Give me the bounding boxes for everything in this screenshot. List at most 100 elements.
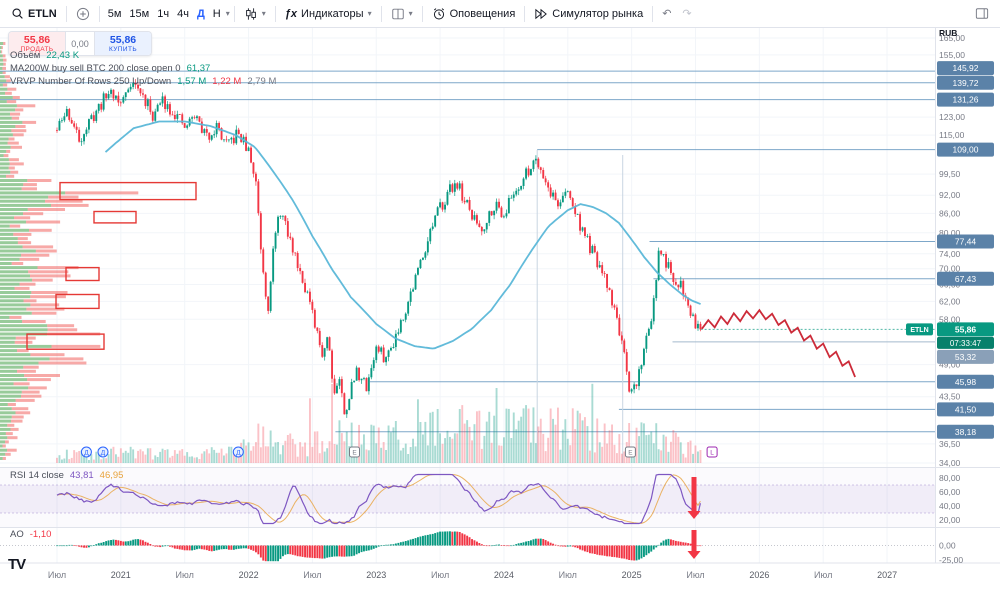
svg-text:40,00: 40,00 <box>939 501 961 511</box>
buy-button[interactable]: 55,86 КУПИТЬ <box>95 32 151 56</box>
interval-Н[interactable]: Н <box>212 7 221 20</box>
ma-legend[interactable]: MA200W buy sell BTC 200 close open 0 61,… <box>10 63 210 74</box>
svg-text:77,44: 77,44 <box>955 237 977 247</box>
svg-text:Июл: Июл <box>48 570 66 580</box>
sell-button[interactable]: 55,86 ПРОДАТЬ <box>9 32 65 56</box>
toolbar-separator <box>233 5 235 22</box>
svg-text:53,32: 53,32 <box>955 352 977 362</box>
svg-text:07:33:47: 07:33:47 <box>950 339 982 348</box>
rsi-legend-title: RSI 14 close <box>10 470 64 481</box>
svg-text:49,00: 49,00 <box>939 360 961 370</box>
svg-text:Д: Д <box>84 450 89 457</box>
ao-legend[interactable]: AO -1,10 <box>10 529 51 540</box>
simulator-label: Симулятор рынка <box>552 7 644 20</box>
rsi-legend-value: 43,81 <box>69 470 94 481</box>
ao-legend-title: AO <box>10 529 24 540</box>
toolbar-separator <box>98 5 100 22</box>
buy-label: КУПИТЬ <box>109 46 137 54</box>
svg-text:2027: 2027 <box>877 570 897 580</box>
volume-legend[interactable]: Объём 22,43 K <box>10 50 79 61</box>
svg-text:115,00: 115,00 <box>939 130 965 140</box>
panel-icon <box>975 8 989 19</box>
volume-series <box>56 383 702 463</box>
chevron-down-icon[interactable]: ▾ <box>225 8 230 18</box>
svg-text:2026: 2026 <box>749 570 769 580</box>
svg-text:2021: 2021 <box>111 570 131 580</box>
layout-grid-icon <box>391 8 404 19</box>
svg-text:Июл: Июл <box>176 570 194 580</box>
svg-text:ETLN: ETLN <box>910 327 928 334</box>
svg-text:0,00: 0,00 <box>939 541 956 551</box>
indicators-label: Индикаторы <box>301 7 364 20</box>
search-icon <box>12 8 23 19</box>
interval-4ч[interactable]: 4ч <box>177 7 189 20</box>
indicators-button[interactable]: ƒx Индикаторы ▾ <box>280 6 377 22</box>
candlestick-series <box>56 79 702 418</box>
svg-text:L: L <box>710 450 714 457</box>
svg-text:36,50: 36,50 <box>939 439 961 449</box>
svg-text:165,00: 165,00 <box>939 33 965 43</box>
ao-pane <box>0 531 935 562</box>
rsi-legend[interactable]: RSI 14 close 43,81 46,95 <box>10 470 123 481</box>
simulator-button[interactable]: Симулятор рынка <box>529 6 648 22</box>
svg-text:62,00: 62,00 <box>939 296 961 306</box>
symbol-name: ETLN <box>28 7 57 20</box>
svg-text:80,00: 80,00 <box>939 473 961 483</box>
spread-value: 0,00 <box>65 32 95 56</box>
svg-text:99,50: 99,50 <box>939 169 961 179</box>
time-axis[interactable]: Июл 2021 Июл 2022 Июл 2023 Июл 2024 Июл 2025 Июл 20… <box>48 570 897 580</box>
volume-legend-title: Объём <box>10 50 41 61</box>
interval-Д[interactable]: Д <box>196 7 205 20</box>
add-symbol-button[interactable] <box>71 5 95 23</box>
svg-text:2024: 2024 <box>494 570 514 580</box>
toolbar-separator <box>65 5 67 22</box>
drawn-boxes[interactable] <box>26 181 197 350</box>
vrvp-legend[interactable]: VRVP Number Of Rows 250 Up/Down 1,57 М 1… <box>10 76 276 87</box>
vrvp-legend-title: VRVP Number Of Rows 250 Up/Down <box>10 76 172 87</box>
panel-toggle-button[interactable] <box>970 5 994 22</box>
fast-forward-icon <box>535 8 548 19</box>
undo-icon: ↶ <box>662 8 672 20</box>
tradingview-logo[interactable]: TV <box>8 556 26 573</box>
alerts-button[interactable]: Оповещения <box>427 5 521 23</box>
vrvp-total-value: 2,79 М <box>247 76 277 87</box>
ma200w-line <box>104 120 701 350</box>
svg-text:34,00: 34,00 <box>939 458 961 468</box>
layout-button[interactable]: ▾ <box>386 5 418 23</box>
redo-button[interactable]: ↷ <box>677 5 696 22</box>
buy-price: 55,86 <box>109 34 137 46</box>
svg-text:2022: 2022 <box>239 570 259 580</box>
interval-15м[interactable]: 15м <box>129 7 150 20</box>
forecast-zigzag[interactable] <box>701 308 856 378</box>
interval-group: 5м 15м 1ч 4ч Д Н <box>104 6 225 22</box>
toolbar-separator <box>274 5 276 22</box>
rsi-pane <box>0 473 935 525</box>
redo-icon: ↷ <box>682 8 692 20</box>
svg-text:74,00: 74,00 <box>939 249 961 259</box>
vrvp-down-value: 1,22 М <box>212 76 242 87</box>
symbol-search-button[interactable]: ETLN <box>6 5 62 22</box>
pane-separators <box>0 28 1000 564</box>
horizontal-levels[interactable] <box>0 70 935 463</box>
svg-text:Июл: Июл <box>559 570 577 580</box>
svg-text:Июл: Июл <box>431 570 449 580</box>
interval-1ч[interactable]: 1ч <box>157 7 170 20</box>
price-tags[interactable]: 145,92139,72131,26109,0077,4467,4353,324… <box>906 61 994 439</box>
undo-button[interactable]: ↶ <box>657 5 676 22</box>
sell-price: 55,86 <box>23 34 51 46</box>
svg-text:Д: Д <box>101 450 106 457</box>
svg-text:Июл: Июл <box>303 570 321 580</box>
chart-type-button[interactable]: ▾ <box>239 5 271 23</box>
svg-text:70,00: 70,00 <box>939 264 961 274</box>
interval-5м[interactable]: 5м <box>107 7 122 20</box>
volume-legend-value: 22,43 K <box>46 50 80 61</box>
svg-text:92,00: 92,00 <box>939 190 961 200</box>
svg-text:2023: 2023 <box>366 570 386 580</box>
signal-arrows[interactable] <box>687 477 701 559</box>
svg-text:2025: 2025 <box>622 570 642 580</box>
chevron-down-icon: ▾ <box>408 8 413 18</box>
